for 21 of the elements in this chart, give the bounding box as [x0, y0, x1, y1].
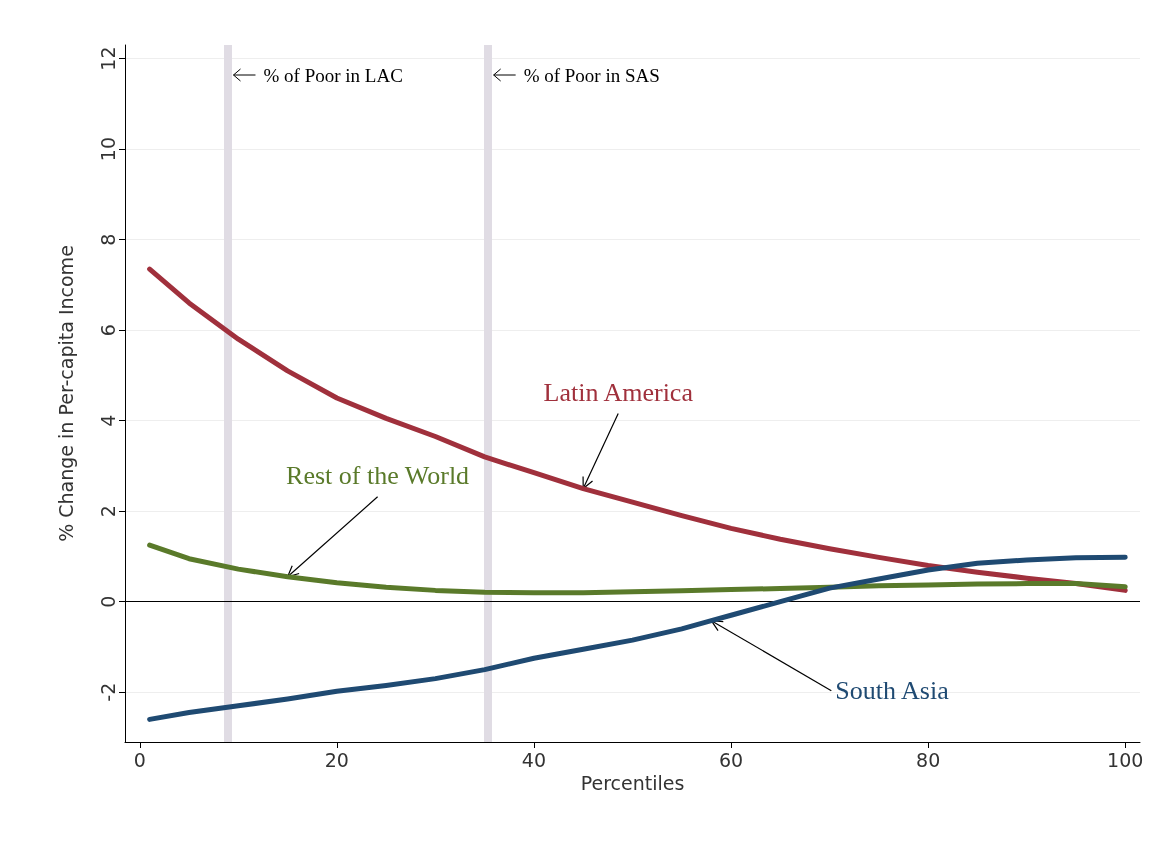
x-tick-label: 60 — [718, 748, 744, 771]
x-tick-label: 80 — [916, 748, 941, 771]
y-tick-label: 10 — [96, 137, 119, 162]
y-tick-label: 4 — [96, 414, 119, 427]
x-tick-label: 40 — [521, 748, 547, 771]
text: Latin America — [543, 378, 694, 408]
text: South Asia — [835, 676, 950, 706]
y-tick-label: 12 — [96, 46, 119, 71]
x-axis-title: Percentiles — [580, 772, 685, 795]
y-tick-label: 0 — [96, 595, 119, 608]
x-tick-label: 100 — [1107, 748, 1144, 771]
y-tick-label: 8 — [96, 233, 119, 246]
ref-line-label: % of Poor in SAS — [523, 64, 660, 86]
y-tick-label: -2 — [96, 682, 119, 702]
y-tick-label: 2 — [96, 505, 119, 518]
x-tick-label: 0 — [133, 748, 146, 771]
ref-line-label: % of Poor in LAC — [263, 64, 403, 86]
y-tick-label: 6 — [96, 324, 119, 337]
y-axis-title: % Change in Per-capita Income — [54, 245, 77, 542]
text: Rest of the World — [286, 461, 470, 491]
x-tick-label: 20 — [324, 748, 349, 771]
